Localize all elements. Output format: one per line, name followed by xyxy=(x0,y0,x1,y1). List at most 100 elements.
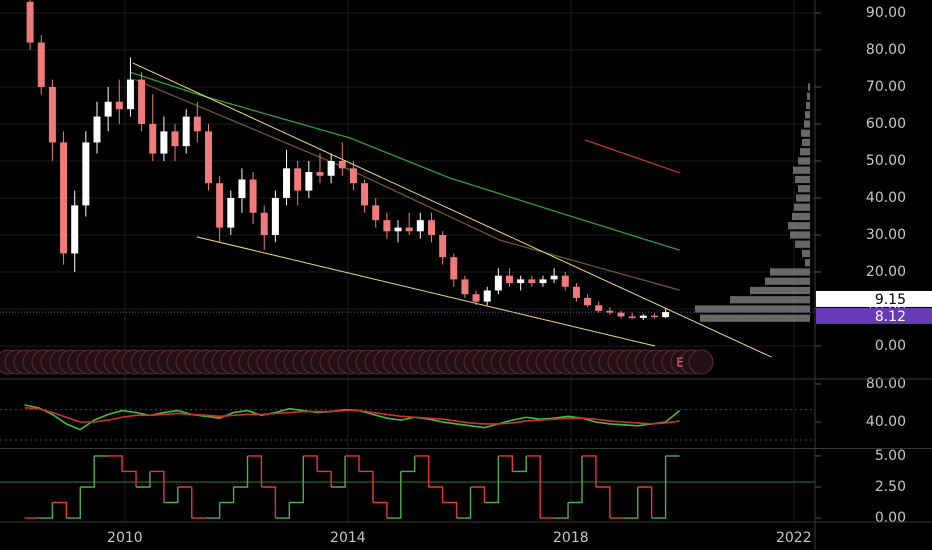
step-segment xyxy=(414,455,430,487)
y-tick-label: 50.00 xyxy=(866,153,906,169)
step-segment xyxy=(177,486,193,519)
candle-body xyxy=(361,183,369,206)
volume-profile-bar xyxy=(790,231,810,239)
candle-body xyxy=(204,131,212,184)
step-segment xyxy=(261,486,277,519)
step-segment xyxy=(219,486,235,504)
candle-body xyxy=(126,79,134,110)
candle-body xyxy=(584,297,592,306)
candle-body xyxy=(71,205,79,254)
candle-body xyxy=(539,279,547,284)
candle-body xyxy=(416,220,424,232)
candle-body xyxy=(561,275,569,287)
candle-body xyxy=(238,179,246,198)
step-segment xyxy=(581,455,597,487)
volume-profile-bar xyxy=(695,305,810,313)
step-segment xyxy=(386,471,402,519)
candle-body xyxy=(472,294,480,302)
moving-average xyxy=(134,78,680,291)
volume-profile-bar xyxy=(765,277,810,285)
candle-body xyxy=(82,142,90,206)
step-segment xyxy=(484,455,500,504)
volume-profile-bar xyxy=(804,120,810,128)
volume-profile-bar xyxy=(792,212,810,221)
step-segment xyxy=(205,502,221,519)
candle-body xyxy=(405,227,413,232)
candle-body xyxy=(517,279,525,284)
price-tag-label: 9.15 xyxy=(875,292,906,308)
y-tick-label: 90.00 xyxy=(866,5,906,21)
volume-profile-bar xyxy=(800,148,810,156)
step-segment xyxy=(52,501,68,519)
y-tick-label: 0.00 xyxy=(875,338,906,354)
candle-body xyxy=(26,1,34,43)
candle-body xyxy=(260,212,268,235)
moving-average xyxy=(129,71,680,251)
step-segment xyxy=(442,501,458,519)
step-segment xyxy=(595,486,611,519)
y-tick-label: 5.00 xyxy=(875,448,906,464)
volume-profile-bar xyxy=(793,166,810,174)
y-tick-label: 40.00 xyxy=(866,414,906,430)
candle-body xyxy=(182,116,190,147)
volume-profile-bar xyxy=(795,175,810,184)
candle-body xyxy=(372,205,380,221)
candle-body xyxy=(316,172,324,176)
candle-body xyxy=(60,142,68,254)
candle-body xyxy=(138,79,146,124)
candle-body xyxy=(628,316,636,318)
y-tick-label: 30.00 xyxy=(866,227,906,243)
price-tag xyxy=(816,290,932,307)
candle-body xyxy=(383,220,391,232)
event-label: E xyxy=(676,356,684,370)
x-tick-label: 2022 xyxy=(776,530,812,546)
candle-body xyxy=(595,305,603,311)
candle-body xyxy=(93,116,101,143)
volume-profile-bar xyxy=(802,249,810,258)
candle-body xyxy=(427,220,435,235)
step-segment xyxy=(456,486,472,519)
candle-body xyxy=(193,116,201,132)
candle-body xyxy=(394,227,402,232)
step-segment xyxy=(136,471,151,488)
volume-profile-bar xyxy=(798,185,810,193)
step-segment xyxy=(470,486,486,503)
candle-body xyxy=(662,312,670,318)
candle-body xyxy=(305,172,313,191)
candle-body xyxy=(283,168,291,198)
event-bubble xyxy=(688,349,714,375)
indicator-line xyxy=(24,406,680,425)
moving-average xyxy=(584,139,680,174)
candle-body xyxy=(650,315,658,318)
candle-body xyxy=(115,101,123,110)
candle-body xyxy=(349,168,357,184)
candle-body xyxy=(160,131,168,154)
candle-body xyxy=(606,310,614,313)
candle-body xyxy=(37,42,45,87)
step-segment xyxy=(275,502,291,519)
candle-body xyxy=(327,160,335,176)
plot-area: E xyxy=(0,0,815,522)
candle-body xyxy=(171,131,179,147)
volume-profile-bar xyxy=(794,203,810,211)
volume-profile-bar xyxy=(802,138,810,147)
volume-profile-bar xyxy=(805,111,810,119)
price-tag-label: 8.12 xyxy=(875,309,906,325)
step-segment xyxy=(400,455,416,473)
candle-body xyxy=(338,160,346,169)
step-segment xyxy=(372,501,388,519)
step-segment xyxy=(149,470,165,503)
y-tick-label: 20.00 xyxy=(866,264,906,280)
candle-body xyxy=(216,183,224,228)
step-segment xyxy=(428,486,444,503)
candle-body xyxy=(528,279,536,284)
candle-body xyxy=(48,86,56,143)
candle-body xyxy=(572,286,580,298)
trendline xyxy=(196,236,656,347)
x-tick-label: 2018 xyxy=(553,530,589,546)
candle-body xyxy=(294,168,302,191)
candle-body xyxy=(249,179,257,213)
volume-profile-bar xyxy=(805,259,810,267)
y-tick-label: 80.00 xyxy=(866,42,906,58)
